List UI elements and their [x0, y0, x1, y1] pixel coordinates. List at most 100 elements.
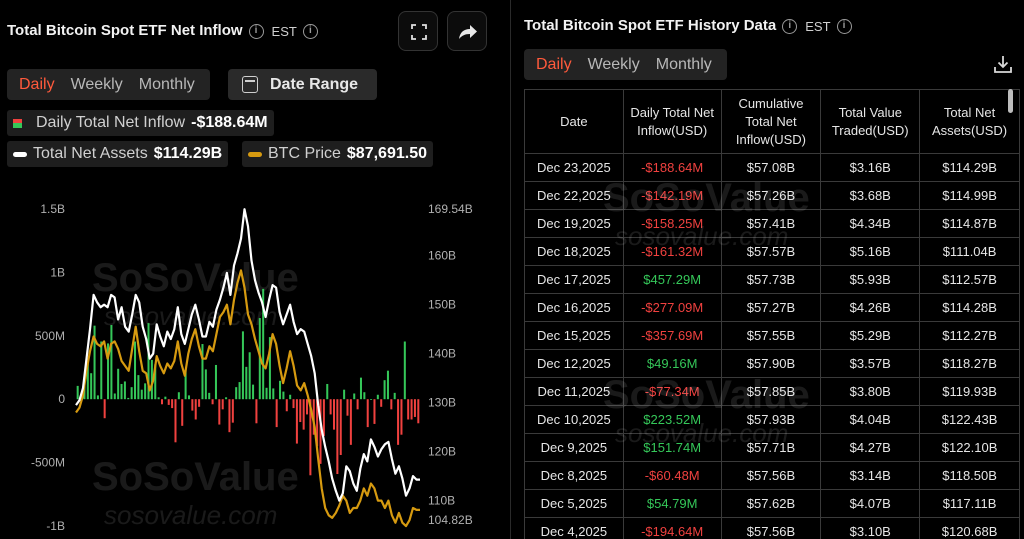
table-row[interactable]: Dec 15,2025 -$357.69M $57.55B $5.29B $112.27… — [524, 321, 1020, 350]
cell-traded: $4.07B — [820, 489, 921, 518]
inflow-bar — [194, 399, 197, 420]
inflow-bar — [214, 364, 217, 400]
inflow-bar — [272, 388, 275, 400]
inflow-bar — [127, 397, 130, 400]
inflow-bar — [157, 397, 160, 400]
inflow-bar — [231, 399, 234, 423]
column-header-daily-inflow[interactable]: Daily Total Net Inflow(USD) — [622, 89, 722, 154]
inflow-bar — [312, 399, 315, 435]
inflow-bar — [218, 399, 221, 425]
table-row[interactable]: Dec 4,2025 -$194.64M $57.56B $3.10B $120.68B — [524, 517, 1020, 539]
inflow-bar — [292, 399, 295, 409]
fullscreen-button[interactable] — [398, 11, 438, 51]
inflow-bar — [191, 399, 194, 411]
table-row[interactable]: Dec 23,2025 -$188.64M $57.08B $3.16B $114.29… — [524, 153, 1020, 182]
inflow-bar — [228, 399, 231, 433]
legend-btc[interactable]: BTC Price $87,691.50 — [242, 141, 433, 167]
tab-daily[interactable]: Daily — [19, 76, 55, 93]
inflow-bar — [349, 399, 352, 445]
assets-swatch-icon — [13, 151, 27, 157]
cell-cumulative: $57.27B — [720, 293, 822, 322]
info-icon[interactable]: i — [782, 18, 798, 34]
inflow-bar — [245, 366, 248, 400]
cell-daily-inflow: -$158.25M — [622, 209, 722, 238]
table-row[interactable]: Dec 12,2025 $49.16M $57.90B $3.57B $118.27B — [524, 349, 1020, 378]
inflow-bar — [407, 399, 410, 420]
table-row[interactable]: Dec 10,2025 $223.52M $57.93B $4.04B $122.43B — [524, 405, 1020, 434]
table-row[interactable]: Dec 16,2025 -$277.09M $57.27B $4.26B $114.28… — [524, 293, 1020, 322]
total-net-assets-line — [75, 208, 420, 502]
table-row[interactable]: Dec 9,2025 $151.74M $57.71B $4.27B $122.10B — [524, 433, 1020, 462]
column-header-traded[interactable]: Total Value Traded(USD) — [820, 89, 921, 154]
inflow-bar — [144, 383, 147, 400]
inflow-bar — [110, 325, 113, 400]
cell-traded: $5.93B — [820, 265, 921, 294]
inflow-bar — [299, 399, 302, 423]
legend-btc-label: BTC Price — [268, 145, 341, 162]
table-row[interactable]: Dec 11,2025 -$77.34M $57.85B $3.80B $119.93B — [524, 377, 1020, 406]
tab-monthly[interactable]: Monthly — [138, 76, 195, 93]
table-row[interactable]: Dec 22,2025 -$142.19M $57.26B $3.68B $114.99… — [524, 181, 1020, 210]
table-scrollbar[interactable] — [1008, 89, 1013, 113]
legend-assets-label: Total Net Assets — [33, 145, 148, 162]
y-axis-left-tick: 0 — [58, 392, 65, 406]
inflow-bar — [370, 399, 373, 400]
table-row[interactable]: Dec 5,2025 $54.79M $57.62B $4.07B $117.11B — [524, 489, 1020, 518]
y-axis-left-tick: 1B — [50, 265, 65, 279]
btc-price-line — [75, 269, 420, 528]
inflow-bar — [393, 392, 396, 400]
column-header-date[interactable]: Date — [524, 89, 624, 154]
column-header-assets[interactable]: Total Net Assets(USD) — [919, 89, 1020, 154]
cell-daily-inflow: -$188.64M — [622, 153, 722, 182]
table-row[interactable]: Dec 18,2025 -$161.32M $57.57B $5.16B $111.04… — [524, 237, 1020, 266]
download-icon[interactable] — [992, 53, 1014, 75]
history-panel: Total Bitcoin Spot ETF History Data i EST i… — [511, 0, 1024, 539]
date-range-button[interactable]: Date Range — [228, 69, 377, 100]
share-button[interactable] — [447, 11, 487, 51]
inflow-bar — [275, 399, 278, 428]
net-inflow-chart: 1.5B 1B 500M 0 -500M -1B 169.54B 160B 150B 140B 13… — [31, 202, 473, 533]
inflow-bar — [123, 381, 126, 400]
cell-daily-inflow: $54.79M — [622, 489, 722, 518]
tab-daily[interactable]: Daily — [536, 56, 572, 73]
inflow-bar — [211, 399, 214, 405]
tab-monthly[interactable]: Monthly — [655, 56, 712, 73]
info-icon[interactable]: i — [302, 23, 318, 39]
info-icon[interactable]: i — [836, 18, 852, 34]
inflow-bar — [353, 393, 356, 400]
legend-btc-value: $87,691.50 — [346, 145, 427, 162]
table-row[interactable]: Dec 8,2025 -$60.48M $57.56B $3.14B $118.50B — [524, 461, 1020, 490]
table-header-row: Date Daily Total Net Inflow(USD) Cumulat… — [524, 89, 1020, 154]
inflow-bar — [295, 399, 298, 444]
tab-weekly[interactable]: Weekly — [70, 76, 123, 93]
table-row[interactable]: Dec 19,2025 -$158.25M $57.41B $4.34B $114.87… — [524, 209, 1020, 238]
y-axis-right-tick: 120B — [428, 445, 456, 459]
timezone-label: EST — [271, 23, 297, 39]
y-axis-left-tick: 1.5B — [40, 202, 65, 216]
cell-assets: $111.04B — [919, 237, 1020, 266]
table-row[interactable]: Dec 17,2025 $457.29M $57.73B $5.93B $112.57B — [524, 265, 1020, 294]
cell-cumulative: $57.57B — [720, 237, 822, 266]
cell-date: Dec 5,2025 — [524, 489, 624, 518]
legend-inflow[interactable]: Daily Total Net Inflow -$188.64M — [7, 110, 274, 136]
inflow-bar — [198, 399, 201, 407]
cell-date: Dec 19,2025 — [524, 209, 624, 238]
cell-cumulative: $57.73B — [720, 265, 822, 294]
cell-date: Dec 17,2025 — [524, 265, 624, 294]
info-icon[interactable]: i — [248, 23, 264, 39]
inflow-bar — [410, 399, 413, 420]
legend-assets[interactable]: Total Net Assets $114.29B — [7, 141, 229, 167]
cell-cumulative: $57.56B — [720, 517, 822, 539]
inflow-bar — [140, 389, 143, 400]
history-table: Date Daily Total Net Inflow(USD) Cumulat… — [524, 89, 1020, 539]
tab-weekly[interactable]: Weekly — [587, 56, 640, 73]
column-header-cumulative[interactable]: Cumulative Total Net Inflow(USD) — [720, 89, 822, 154]
inflow-bar — [241, 331, 244, 400]
cell-traded: $3.80B — [820, 377, 921, 406]
inflow-bar — [390, 399, 393, 410]
inflow-bar — [164, 396, 167, 400]
cell-traded: $3.57B — [820, 349, 921, 378]
inflow-bar — [107, 343, 110, 400]
cell-daily-inflow: -$60.48M — [622, 461, 722, 490]
cell-cumulative: $57.90B — [720, 349, 822, 378]
